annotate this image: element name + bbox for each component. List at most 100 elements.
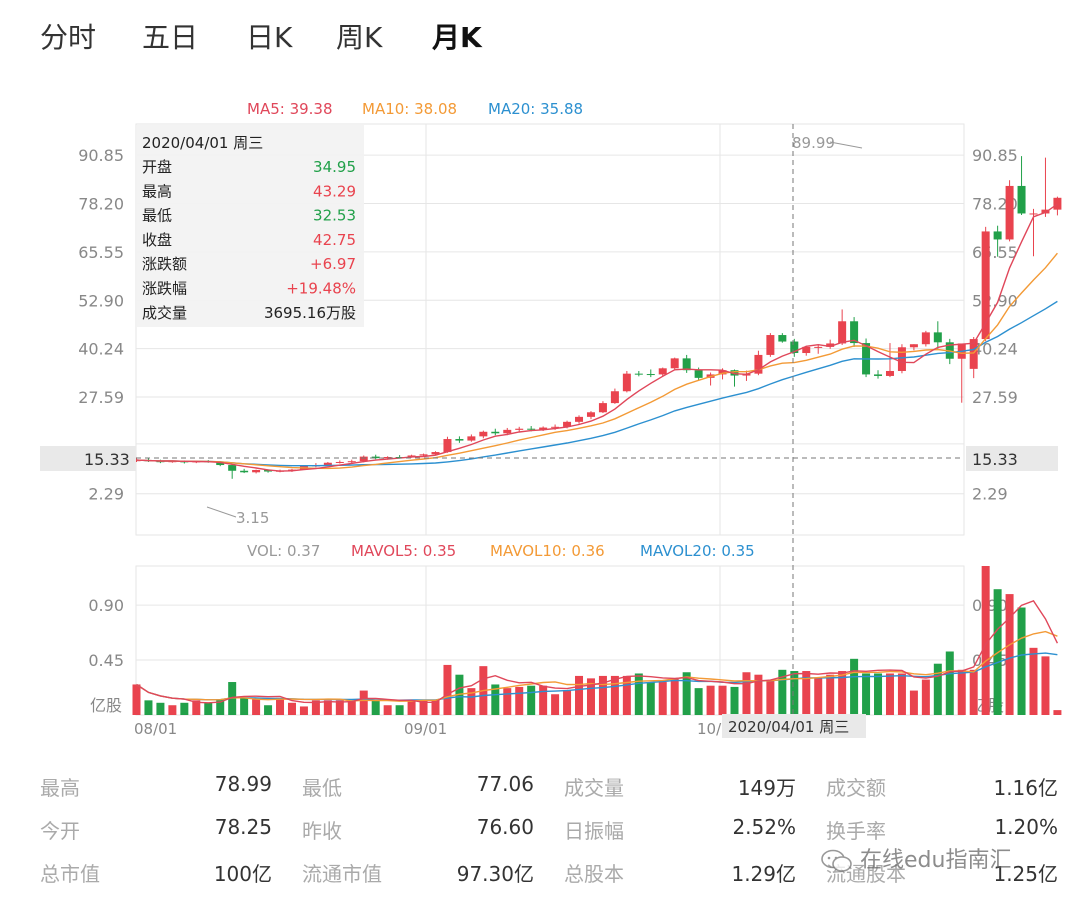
candle-body (598, 403, 607, 413)
time-axis-labels: 08/01 09/01 10/ (134, 720, 722, 738)
volume-bar (228, 682, 237, 715)
tab-daily-k[interactable]: 日K (246, 16, 292, 56)
volume-bar (933, 663, 942, 715)
volume-bar (1053, 710, 1062, 715)
price-tick-right: 90.85 (972, 146, 1018, 165)
volume-bar (1005, 594, 1014, 715)
tab-monthly-k[interactable]: 月K (430, 16, 484, 58)
candle-body (347, 461, 356, 463)
tooltip-row-label: 成交量 (142, 304, 187, 322)
period-tab-bar: 分时 五日 日K 周K 月K (0, 0, 1080, 70)
candle-body (491, 431, 500, 434)
candle-body (754, 354, 763, 374)
ma20-legend: MA20: 35.88 (488, 100, 583, 118)
volume-bar (527, 685, 536, 715)
price-tick-right: 40.24 (972, 340, 1018, 359)
candle-body (610, 391, 619, 404)
ohlc-tooltip: 2020/04/01 周三 开盘 34.95 最高 43.29 最低 32.53 收盘 42.… (136, 125, 364, 327)
candle-body (694, 370, 703, 378)
volume-bar (287, 702, 296, 715)
candle-body (1029, 213, 1038, 215)
ma10-line (136, 252, 1058, 470)
volume-bar (754, 674, 763, 715)
crosshair-price-tag-left (40, 446, 136, 471)
candle-body (240, 470, 249, 473)
stats-row: 最高 78.99 最低 77.06 成交量 149万 成交额 1.16亿 (40, 772, 1060, 802)
volume-bar (694, 688, 703, 715)
volume-bar (443, 664, 452, 715)
candle-body (228, 465, 237, 471)
candle-body (622, 373, 631, 392)
tooltip-row-value: +19.48% (286, 280, 356, 298)
candle-body (850, 321, 859, 344)
tooltip-row-label: 开盘 (142, 158, 172, 176)
volume-bar (431, 700, 440, 715)
candle-body (575, 416, 584, 422)
volume-bar (359, 690, 368, 715)
candle-body (527, 428, 536, 430)
stat-value: 149万 (737, 776, 796, 800)
tab-label: 日K (246, 21, 293, 54)
volume-bar (563, 690, 572, 715)
stat-value: 1.25亿 (993, 862, 1058, 886)
stats-row: 今开 78.25 昨收 76.60 日振幅 2.52% 换手率 1.20% (40, 815, 1060, 845)
stat-label: 最低 (302, 776, 342, 800)
candle-body (874, 374, 883, 376)
tab-weekly-k[interactable]: 周K (336, 16, 382, 56)
volume-bar (467, 688, 476, 715)
volume-bar (503, 688, 512, 715)
tooltip-row-label: 收盘 (142, 231, 172, 249)
volume-bar (204, 702, 213, 715)
mavol20-legend: MAVOL20: 0.35 (640, 542, 755, 560)
time-tick-label: 09/01 (404, 720, 447, 738)
candle-body (431, 452, 440, 455)
stat-label: 最高 (40, 776, 80, 800)
candle-body (802, 346, 811, 354)
volume-bar (132, 684, 141, 715)
tab-intraday[interactable]: 分时 (40, 16, 96, 56)
mavol5-legend: MAVOL5: 0.35 (351, 542, 456, 560)
candle-body (539, 427, 548, 430)
volume-bar (311, 700, 320, 715)
volume-bar (1029, 647, 1038, 715)
candle-body (503, 429, 512, 434)
tab-five-day[interactable]: 五日 (142, 16, 198, 56)
price-tick-right: 27.59 (972, 388, 1018, 407)
candle-body (383, 457, 392, 459)
volume-bar (144, 700, 153, 715)
stat-value: 78.25 (214, 815, 272, 839)
stat-label: 成交量 (564, 776, 624, 800)
kline-chart[interactable]: MA5: 39.38 MA10: 38.08 MA20: 35.88 VOL: … (0, 0, 1080, 760)
tooltip-row-value: +6.97 (310, 255, 356, 273)
stat-value: 97.30亿 (456, 862, 534, 886)
stat-value: 1.20% (994, 815, 1058, 839)
candle-body (909, 344, 918, 348)
candle-body (1005, 185, 1014, 240)
candle-body (826, 343, 835, 347)
candle-body (479, 431, 488, 437)
crosshair-date-label: 2020/04/01 周三 (728, 718, 849, 736)
candle-body (156, 461, 165, 463)
volume-bar (395, 705, 404, 715)
volume-panel-border (135, 565, 965, 716)
volume-bar (742, 672, 751, 715)
candle-body (551, 426, 560, 428)
stats-row: 总市值 100亿 流通市值 97.30亿 总股本 1.29亿 流通股本 1.25亿 (40, 858, 1060, 888)
volume-bar (862, 673, 871, 715)
volume-bar (921, 679, 930, 715)
volume-bar (969, 669, 978, 715)
tooltip-row-label: 最高 (142, 182, 172, 200)
mavol10-line (136, 630, 1058, 702)
tooltip-row-label: 涨跌幅 (142, 280, 187, 298)
stat-value: 78.99 (214, 772, 272, 796)
tooltip-row-label: 涨跌额 (142, 255, 187, 273)
volume-bar (658, 682, 667, 715)
candle-body (371, 456, 380, 459)
ma5-line (136, 203, 1058, 472)
volume-bar (347, 700, 356, 715)
mavol5-line (136, 600, 1059, 704)
candle-body (730, 370, 739, 376)
ma10-legend: MA10: 38.08 (362, 100, 457, 118)
mavol10-legend: MAVOL10: 0.36 (490, 542, 605, 560)
stat-label: 总市值 (40, 862, 100, 886)
